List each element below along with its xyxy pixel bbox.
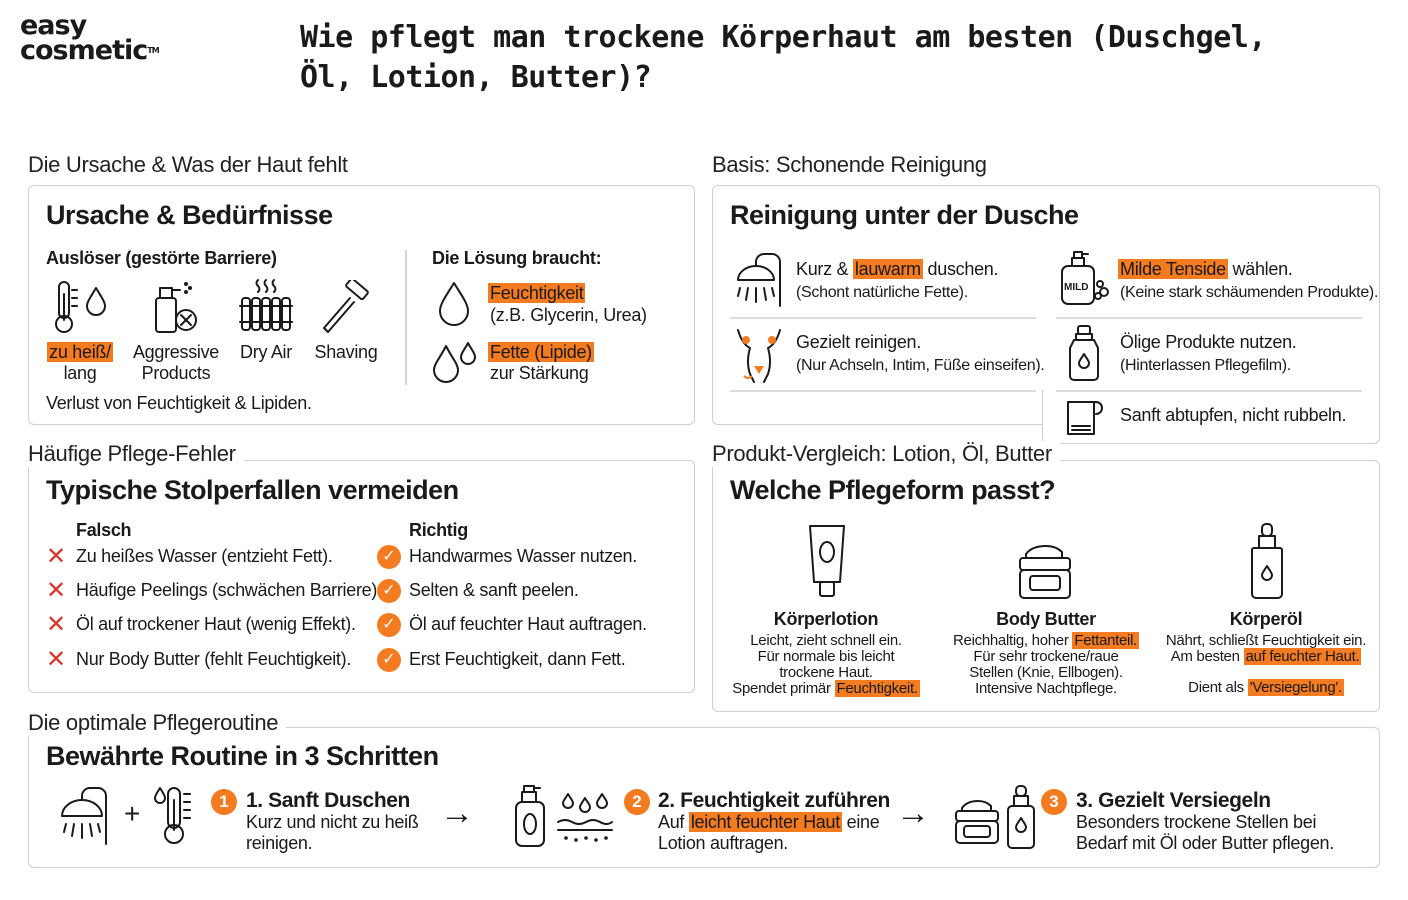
wrong-item-3: Öl auf trockener Haut (wenig Effekt). (76, 614, 356, 634)
towel-icon (1062, 396, 1108, 438)
routine-card (28, 727, 1380, 868)
cause-card (28, 185, 695, 425)
product-name-butter: Body Butter (996, 609, 1096, 629)
cleansing-item-1: Kurz & lauwarm duschen. (796, 259, 999, 279)
cleansing-item-5: Sanft abtupfen, nicht rubbeln. (1120, 405, 1347, 425)
cleansing-div-3 (1056, 317, 1362, 319)
oil-bottle-icon (1066, 324, 1102, 382)
cross-icon: ✕ (46, 611, 67, 638)
radiator-icon (238, 278, 294, 334)
trademark: TM (147, 46, 159, 55)
cleansing-card-title: Reinigung unter der Dusche (730, 200, 1079, 230)
step-3-text: Besonders trockene Stellen bei Bedarf mi… (1076, 812, 1334, 853)
cleansing-div-2 (730, 390, 1036, 392)
butter-jar-icon (1014, 540, 1076, 602)
right-item-4: Erst Feuchtigkeit, dann Fett. (409, 649, 626, 669)
step-3-title: 3. Gezielt Versiegeln (1076, 789, 1271, 812)
pump-bottle-icon (512, 784, 548, 848)
check-icon: ✓ (377, 579, 401, 603)
thermometer-drop-icon (52, 280, 110, 336)
skin-moisture-icon (556, 790, 614, 846)
brand-logo: easy cosmeticTM (20, 10, 180, 66)
cross-icon: ✕ (46, 543, 67, 570)
product-name-oil: Körperöl (1229, 609, 1303, 629)
step-2-title: 2. Feuchtigkeit zuführen (658, 789, 890, 812)
cleansing-section-label: Basis: Schonende Reinigung (712, 152, 995, 178)
right-heading: Richtig (409, 520, 468, 540)
cause-card-title: Ursache & Bedürfnisse (46, 200, 333, 230)
product-name-lotion: Körperlotion (773, 609, 879, 629)
check-icon: ✓ (377, 545, 401, 569)
compare-card-title: Welche Pflegeform passt? (730, 475, 1056, 505)
trigger-label-dry-air: Dry Air (240, 342, 292, 362)
dropper-bottle-icon (1248, 522, 1286, 602)
cause-divider (405, 250, 407, 385)
arrow-icon: → (440, 794, 474, 832)
thermometer-drop-icon (150, 784, 200, 848)
solution-1: Feuchtigkeit (z.B. Glycerin, Urea) (488, 283, 647, 325)
cause-section-label: Die Ursache & Was der Haut fehlt (28, 152, 356, 178)
step-1-badge: 1 (211, 789, 237, 815)
routine-card-title: Bewährte Routine in 3 Schritten (46, 741, 439, 771)
step-3-badge: 3 (1041, 789, 1067, 815)
cleansing-card-ext (1042, 390, 1380, 444)
cleansing-item-3: Milde Tenside wählen. (1118, 259, 1293, 279)
brand-line1: easy (20, 10, 87, 41)
arrow-icon: → (896, 794, 930, 832)
wrong-item-2: Häufige Peelings (schwächen Barriere). (76, 580, 382, 600)
cross-icon: ✕ (46, 646, 67, 673)
check-icon: ✓ (377, 613, 401, 637)
mistakes-card (28, 460, 695, 693)
plus-sign: + (124, 798, 141, 829)
page-title: Wie pflegt man trockene Körperhaut am be… (300, 20, 1266, 95)
dropper-bottle-icon (1004, 784, 1038, 850)
trigger-label-heat: zu heiß/lang (47, 342, 113, 383)
compare-section-label: Produkt-Vergleich: Lotion, Öl, Butter (712, 441, 1060, 467)
spray-bottle-icon (150, 278, 202, 336)
product-desc-lotion: Leicht, zieht schnell ein. Für normale b… (732, 632, 920, 697)
cleansing-item-3-sub: (Keine stark schäumenden Produkte). (1120, 284, 1379, 301)
product-desc-butter: Reichhaltig, hoher Fettanteil. Für sehr … (953, 632, 1139, 697)
right-item-2: Selten & sanft peelen. (409, 580, 579, 600)
mistakes-section-label: Häufige Pflege-Fehler (28, 441, 244, 467)
brand-line2: cosmeticTM (20, 35, 160, 66)
cleansing-item-2-sub: (Nur Achseln, Intim, Füße einseifen). (796, 357, 1045, 374)
step-2-badge: 2 (624, 789, 650, 815)
wrong-heading: Falsch (76, 520, 132, 540)
routine-section-label: Die optimale Pflegeroutine (28, 710, 287, 736)
lotion-tube-icon (806, 522, 848, 602)
solution-heading: Die Lösung braucht: (432, 248, 602, 268)
triggers-heading: Auslöser (gestörte Barriere) (46, 248, 277, 268)
right-item-1: Handwarmes Wasser nutzen. (409, 546, 637, 566)
body-zones-icon (734, 326, 784, 384)
step-1-text: Kurz und nicht zu heiß reinigen. (246, 812, 419, 853)
double-drop-icon (430, 340, 480, 386)
butter-jar-icon (952, 796, 1002, 846)
trigger-label-shaving: Shaving (314, 342, 378, 362)
cleansing-item-1-sub: (Schont natürliche Fette). (796, 284, 968, 301)
mild-soap-icon: MILD (1058, 250, 1112, 308)
solution-2: Fette (Lipide) zur Stärkung (488, 342, 594, 383)
wrong-item-4: Nur Body Butter (fehlt Feuchtigkeit). (76, 649, 352, 669)
cleansing-item-4: Ölige Produkte nutzen. (1120, 332, 1297, 352)
cleansing-div-4 (1056, 390, 1362, 392)
product-desc-oil: Nährt, schließt Feuchtigkeit ein. Am bes… (1165, 632, 1367, 696)
step-1-title: 1. Sanft Duschen (246, 789, 410, 812)
cleansing-item-2: Gezielt reinigen. (796, 332, 921, 352)
trigger-label-aggressive: Aggressive Products (132, 342, 220, 383)
right-item-3: Öl auf feuchter Haut auftragen. (409, 614, 647, 634)
cross-icon: ✕ (46, 577, 67, 604)
svg-text:MILD: MILD (1064, 282, 1088, 293)
shower-icon (732, 252, 788, 308)
cleansing-div-1 (730, 317, 1036, 319)
razor-icon (318, 280, 374, 334)
mistakes-card-title: Typische Stolperfallen vermeiden (46, 475, 459, 505)
shower-icon (58, 784, 114, 846)
cleansing-item-4-sub: (Hinterlassen Pflegefilm). (1120, 357, 1291, 374)
step-2-text: Auf leicht feuchter Haut eine Lotion auf… (658, 812, 880, 853)
wrong-item-1: Zu heißes Wasser (entzieht Fett). (76, 546, 333, 566)
drop-icon (436, 280, 472, 328)
check-icon: ✓ (377, 648, 401, 672)
cause-footer: Verlust von Feuchtigkeit & Lipiden. (46, 393, 312, 413)
